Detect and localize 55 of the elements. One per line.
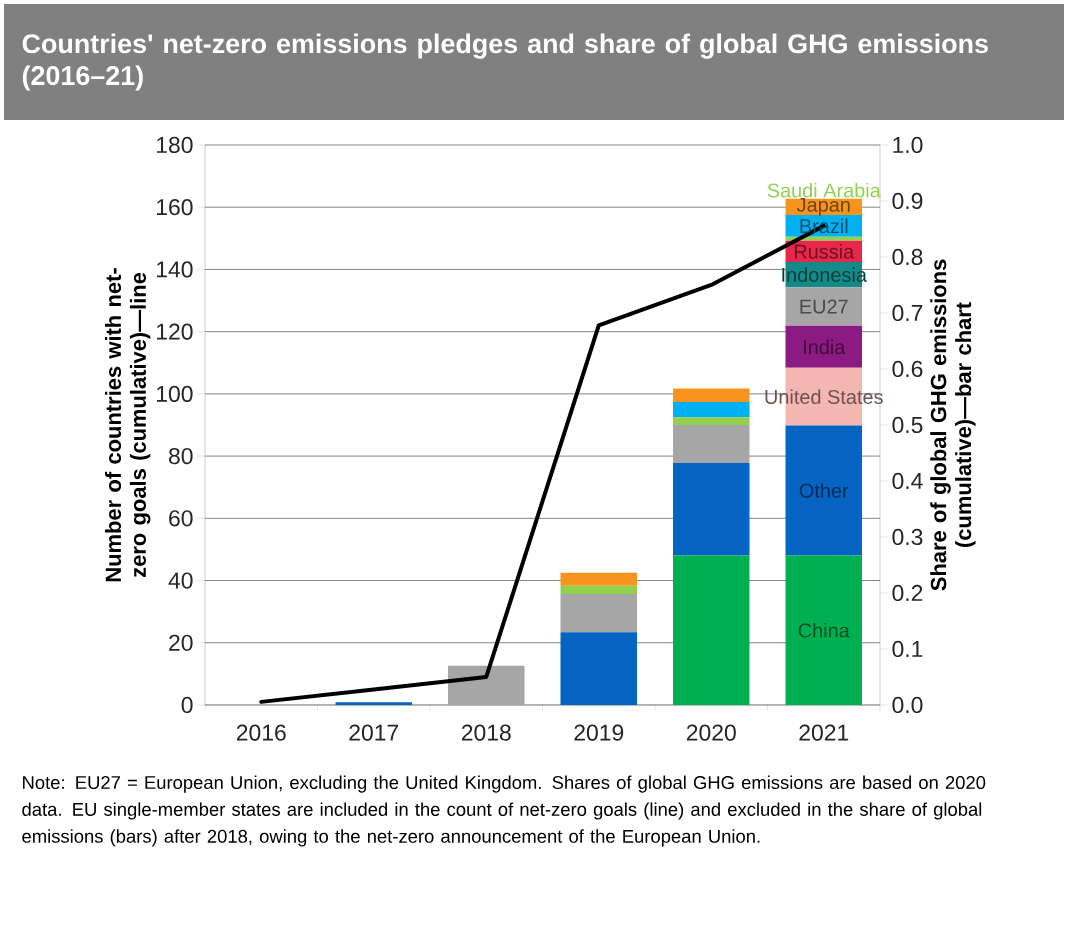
- series-label: Russia: [794, 244, 855, 259]
- x-tick-label: 2020: [686, 724, 736, 741]
- y-tick-label: 120: [157, 323, 193, 340]
- y2-tick-label: 0.8: [892, 248, 923, 266]
- x-tick-label: 2017: [349, 724, 399, 741]
- x-tick-label: 2016: [236, 724, 286, 741]
- bar: [673, 555, 750, 705]
- y2-tick-label: 0.9: [892, 192, 923, 210]
- series-label: India: [804, 339, 846, 355]
- x-tick-label: 2018: [461, 724, 511, 741]
- y-tick-label: 160: [157, 199, 193, 216]
- y-tick-label: 60: [169, 510, 193, 527]
- y2-tick-label: 0.0: [892, 696, 923, 714]
- y2-tick-label: 1.0: [893, 136, 923, 154]
- y-axis-title: Number of countries with net-zero goals (cumulative)—line: [104, 268, 151, 582]
- chart-title: Countries' net-zero emissions pledges and share of global GHG emissions (2016–21): [22, 33, 988, 91]
- bar: [673, 417, 750, 425]
- y2-tick-label: 0.3: [892, 528, 923, 546]
- x-tick-label: 2021: [799, 724, 849, 741]
- y2-tick-label: 0.1: [892, 640, 923, 658]
- series-label: EU27: [800, 299, 848, 314]
- bar: [673, 463, 750, 556]
- y2-tick-label: 0.7: [892, 304, 923, 322]
- bar: [785, 287, 863, 326]
- y2-tick-label: 0.2: [892, 584, 923, 602]
- y2-axis-title: Share of global GHG emissions (cumulative)—bar chart: [930, 259, 976, 591]
- y-tick-label: 0: [181, 696, 193, 714]
- bar: [560, 572, 638, 586]
- series-label: Other: [799, 483, 849, 498]
- bar: [785, 555, 863, 705]
- y-tick-label: 20: [169, 634, 193, 651]
- text: Note: EU27 = European Union, excluding the United Kingdom. Shares of global GHG emissions are based on 2020 data. EU single-member states are included in the count of net-zero goals (line) and excluded in the share of global emissions (bars) after 2018, owing to the net-zero announcement of the European Union.: [22, 775, 986, 847]
- bar: [673, 402, 750, 418]
- series-label: China: [798, 622, 850, 638]
- bar: [785, 425, 863, 556]
- series-label: Japan: [796, 197, 850, 216]
- bar: [673, 388, 750, 403]
- y-tick-label: 140: [157, 261, 193, 278]
- bar: [448, 665, 525, 705]
- y-tick-label: 40: [168, 572, 193, 589]
- x-tick-label: 2019: [574, 724, 624, 741]
- bar: [560, 594, 638, 633]
- bar: [335, 702, 413, 705]
- text: Saudi Arabia: [767, 182, 881, 198]
- y2-tick-label: 0.6: [892, 360, 923, 378]
- bar: [560, 585, 638, 595]
- y2-tick-label: 0.5: [892, 416, 923, 434]
- series-label: Brazil: [800, 218, 848, 234]
- y2-tick-label: 0.4: [892, 472, 923, 490]
- y-tick-label: 180: [157, 136, 193, 154]
- bar: [785, 325, 863, 368]
- bar: [560, 632, 638, 705]
- bar: [673, 424, 750, 464]
- y-tick-label: 100: [157, 385, 193, 402]
- y-tick-label: 80: [169, 447, 193, 465]
